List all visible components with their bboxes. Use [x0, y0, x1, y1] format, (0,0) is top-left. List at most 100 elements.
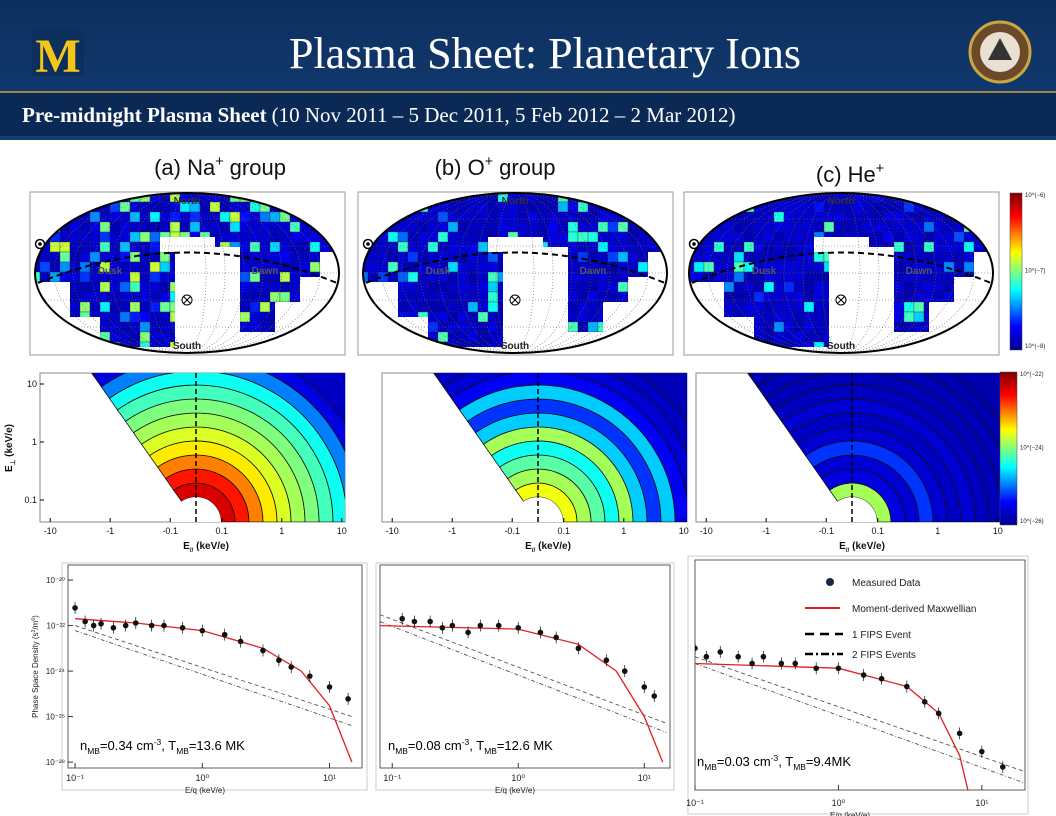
map-cell [467, 231, 479, 243]
x-tick-label: 10⁰ [511, 773, 525, 783]
map-cell [843, 221, 855, 233]
data-point [537, 629, 544, 636]
map-cell [407, 281, 419, 293]
map-cell [239, 281, 251, 293]
map-cell [457, 311, 469, 323]
map-cell [99, 231, 111, 243]
map-cell [477, 301, 489, 313]
map-cell [139, 231, 151, 243]
map-cell [753, 211, 765, 223]
data-point [904, 683, 910, 690]
map-cell [813, 311, 825, 323]
map-cell [813, 271, 825, 283]
map-cell [239, 271, 251, 283]
map-cell [467, 241, 479, 253]
map-cross-x [183, 296, 191, 304]
map-cell [893, 241, 905, 253]
map-cell [773, 331, 785, 343]
map-cell [763, 241, 775, 253]
parameter-annotation-part: MB [395, 746, 408, 756]
subtitle-bold: Pre-midnight Plasma Sheet [22, 103, 267, 127]
map-grid [726, 193, 956, 353]
map-cell [783, 341, 795, 347]
map-cell [487, 311, 499, 323]
map-cell [587, 311, 599, 323]
parameter-annotation-part: , T [469, 738, 484, 753]
map-cell [567, 231, 579, 243]
map-cell [843, 211, 855, 223]
map-cell [427, 221, 439, 233]
map-cell [139, 301, 151, 313]
energy-x-tick-label: 1 [279, 526, 284, 536]
column-label-part: + [485, 154, 493, 170]
map-cell [783, 271, 795, 283]
map-cell [963, 261, 975, 273]
map-cell [129, 331, 141, 343]
data-point [760, 653, 767, 660]
map-cell [129, 291, 141, 303]
map-cell [507, 211, 519, 223]
map-label: South [173, 341, 201, 352]
map-cell [377, 251, 389, 263]
map-cell [149, 271, 161, 283]
x-axis-label: E/q (keV/e) [830, 811, 870, 816]
map-cell [49, 251, 61, 263]
map-grid [707, 193, 975, 353]
data-point [749, 660, 755, 667]
data-point [735, 653, 741, 660]
map-cell [159, 221, 171, 233]
map-cell [793, 211, 805, 223]
energy-colorbar-label: 10^(−24) [1020, 446, 1044, 452]
map-cell [269, 251, 281, 263]
map-cell [427, 231, 439, 243]
map-cell [587, 231, 599, 243]
map-cell [139, 251, 151, 263]
map-cell [119, 321, 131, 333]
map-cell [743, 281, 755, 293]
map-cell [953, 241, 965, 253]
map-cell [703, 261, 715, 273]
map-label: Dusk [426, 266, 451, 277]
map-cell [249, 251, 261, 263]
map-cell [577, 251, 589, 263]
map-cell [477, 341, 489, 347]
map-cell [397, 301, 409, 313]
map-outline [34, 192, 340, 354]
map-cell [69, 301, 81, 313]
map-cell [913, 231, 925, 243]
map-label: Dusk [752, 266, 777, 277]
map-cell [713, 241, 725, 253]
data-point [603, 657, 610, 664]
map-grid [457, 193, 573, 353]
map-cell [269, 291, 281, 303]
data-point [695, 645, 698, 652]
legend-label: Moment-derived Maxwellian [852, 604, 977, 615]
map-cell [159, 291, 171, 303]
map-cell [943, 271, 955, 283]
map-cell [597, 251, 609, 263]
map-cell [457, 211, 469, 223]
energy-x-tick-label: 0.1 [558, 526, 571, 536]
map-cell [139, 201, 151, 213]
data-point [427, 618, 433, 625]
data-point [161, 622, 167, 629]
x-tick-label: 10⁰ [195, 773, 209, 783]
map-cell [567, 301, 579, 313]
map-cell [139, 281, 151, 293]
fips-1-line [380, 614, 667, 724]
parameter-annotation: nMB=0.34 cm-3, TMB=13.6 MK [80, 737, 245, 756]
map-cell [793, 251, 805, 263]
map-cell [637, 261, 649, 273]
map-cell [447, 321, 459, 333]
parameter-annotation-part: =0.08 cm [408, 738, 462, 753]
map-cell [229, 211, 241, 223]
map-cell [289, 221, 301, 233]
legend-label: Measured Data [852, 578, 921, 589]
energy-x-label-part: E [525, 541, 532, 552]
map-cell [407, 261, 419, 273]
map-cell [567, 271, 579, 283]
data-point [345, 696, 351, 702]
map-cell [813, 331, 825, 343]
map-cell [803, 241, 815, 253]
map-cell [893, 261, 905, 273]
